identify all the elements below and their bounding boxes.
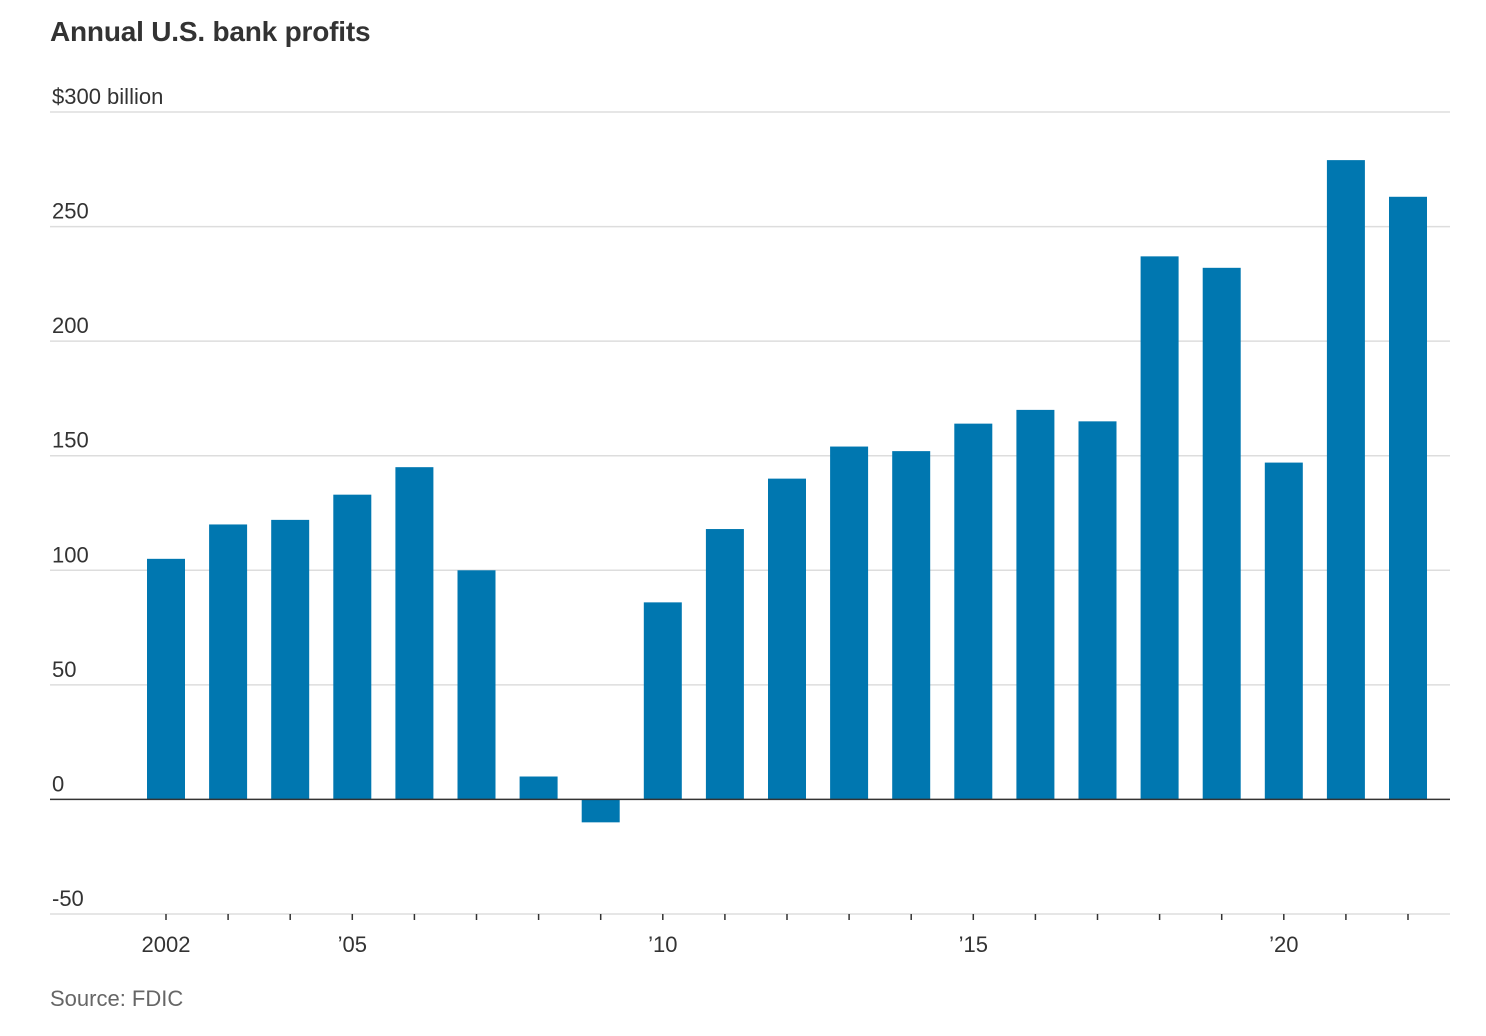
bar-2016: [1016, 409, 1055, 800]
bar-2017: [1078, 421, 1117, 800]
y-tick-label: 50: [52, 657, 76, 682]
bar-2009: [581, 799, 620, 823]
bar-2003: [209, 524, 248, 800]
y-tick-label: $300 billion: [52, 84, 163, 109]
bar-2019: [1202, 267, 1241, 800]
bar-2006: [395, 467, 434, 800]
x-tick-label: ’15: [959, 932, 988, 957]
y-tick-label: 200: [52, 313, 89, 338]
x-tick-label: 2002: [142, 932, 191, 957]
bar-2018: [1140, 256, 1179, 800]
bar-2013: [830, 446, 869, 800]
x-tick-label: ’10: [648, 932, 677, 957]
bar-2010: [643, 602, 682, 800]
x-tick-label: ’05: [338, 932, 367, 957]
y-tick-label: -50: [52, 886, 84, 911]
bar-2004: [271, 519, 310, 800]
y-tick-label: 0: [52, 771, 64, 796]
y-tick-label: 150: [52, 428, 89, 453]
bar-2011: [705, 529, 744, 800]
bar-2021: [1326, 160, 1365, 800]
y-tick-label: 100: [52, 542, 89, 567]
source-note: Source: FDIC: [50, 986, 184, 1011]
x-axis: [50, 798, 1450, 920]
axis-labels: $300 billion 250 200 150 100 50 0 -50 2002 ’05 ’10…: [52, 84, 1298, 957]
bar-2022: [1389, 196, 1427, 800]
bar-2012: [768, 478, 806, 800]
bar-2002: [147, 558, 185, 800]
y-tick-label: 250: [52, 199, 89, 224]
bar-2015: [954, 423, 993, 800]
bar-2007: [457, 570, 496, 800]
bars: [147, 160, 1427, 823]
bar-2020: [1264, 462, 1303, 800]
bar-2014: [892, 451, 931, 800]
bar-2005: [333, 494, 372, 800]
chart-title: Annual U.S. bank profits: [50, 16, 371, 47]
x-tick-label: ’20: [1269, 932, 1298, 957]
bar-2008: [519, 776, 558, 800]
